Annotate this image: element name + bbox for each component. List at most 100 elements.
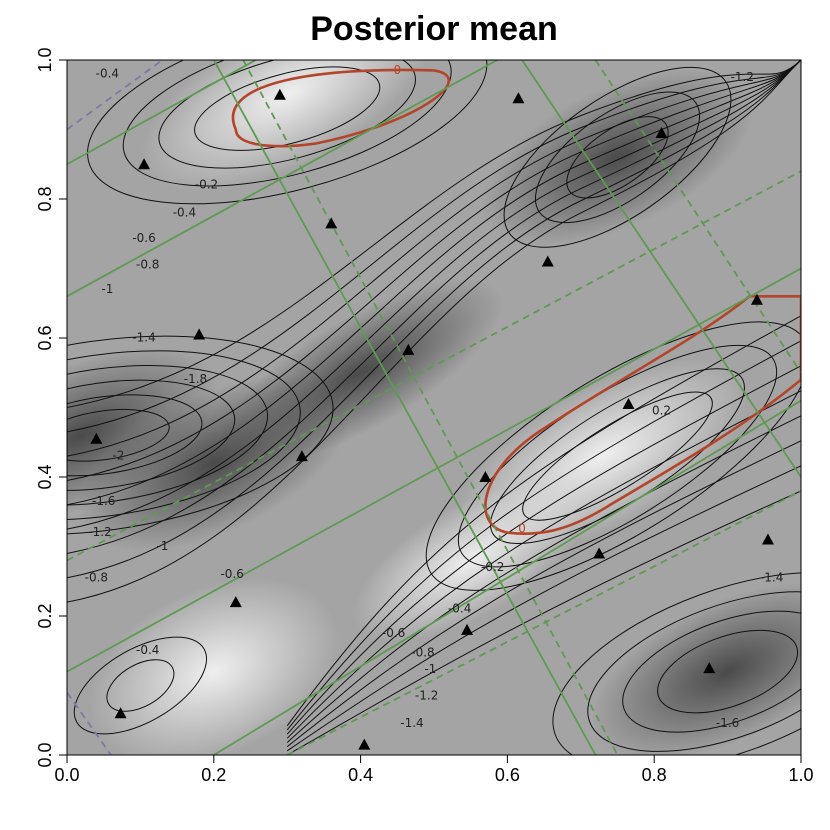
contour-label-0: -0.4 [96, 66, 119, 80]
data-point-10 [461, 623, 474, 635]
contour-min-top-1 [534, 91, 701, 224]
y-tick-label-2: 0.4 [35, 464, 55, 489]
x-tick-label-2: 0.4 [348, 765, 373, 785]
data-point-13 [541, 255, 554, 267]
green-line-lower [213, 399, 801, 755]
contour-lower-band-3 [286, 415, 801, 743]
x-axis: 0.0 0.2 0.4 0.6 0.8 1.0 [54, 755, 814, 785]
contour-max-mid-0 [522, 391, 713, 521]
contour-lower-band-4 [286, 390, 801, 739]
data-point-18 [750, 293, 763, 305]
y-tick-label-1: 0.2 [35, 603, 55, 628]
y-tick-label-0: 0.0 [35, 742, 55, 767]
contour-label-16: -0.8 [411, 645, 434, 659]
contour-label-8: -2 [112, 449, 124, 463]
data-point-2 [138, 158, 151, 170]
field-max-0 [140, 60, 434, 193]
contour-label-2: -0.4 [173, 205, 196, 219]
contour-label-6: -1.4 [132, 330, 155, 344]
data-point-8 [358, 738, 371, 750]
plot-area: -0.4 -0.2 -0.4 -0.6 -0.8 -1 -1.4 -1.8 -2 -1.6 -1.2… [67, 60, 801, 755]
contour-min-left-0 [67, 409, 170, 462]
field-min-2 [591, 583, 801, 755]
data-point-3 [193, 328, 206, 340]
x-tick-label-4: 0.8 [642, 765, 667, 785]
contour-label-13: -0.6 [220, 567, 243, 581]
data-point-1 [114, 707, 127, 719]
contour-band-7 [67, 60, 801, 433]
chart-title: Posterior mean [310, 10, 558, 48]
y-tick-label-4: 0.8 [35, 186, 55, 211]
contour-min-left-4 [67, 350, 301, 521]
y-axis: 0.0 0.2 0.4 0.6 0.8 1.0 [35, 47, 67, 768]
data-point-16 [655, 126, 668, 138]
contour-label-20: -0.4 [448, 602, 471, 616]
contour-min-left-3 [67, 365, 269, 506]
contour-label-5: -1 [101, 282, 113, 296]
contour-max-top-2 [122, 60, 452, 187]
x-tick-label-1: 0.2 [201, 765, 226, 785]
contour-labels: -0.4 -0.2 -0.4 -0.6 -0.8 -1 -1.4 -1.8 -2 -1.6 -1.2… [85, 63, 784, 730]
data-point-12 [512, 92, 525, 104]
field-min-band [218, 278, 504, 467]
contour-min-right-0 [657, 629, 799, 714]
green-line-upper [67, 60, 500, 298]
contour-min-left-2 [67, 379, 236, 491]
x-tick-label-0: 0.0 [54, 765, 79, 785]
contour-max-top-3 [87, 60, 488, 205]
contour-band-1 [67, 60, 801, 579]
contour-label-25: -1.6 [716, 716, 739, 730]
contour-label-7: -1.8 [184, 372, 207, 386]
contour-lower-band-6 [286, 340, 801, 731]
contour-band-0 [67, 60, 801, 603]
green-line-top [67, 60, 258, 166]
contour-min-top-0 [566, 116, 669, 199]
green-line-mid [67, 267, 801, 673]
purple-line-top [67, 60, 163, 131]
contour-lower-band-1 [286, 465, 801, 752]
plot-frame [66, 59, 802, 756]
data-point-19 [761, 533, 774, 545]
contour-label-12: -0.8 [85, 570, 108, 584]
contour-min-right-3 [552, 571, 801, 755]
data-point-0 [90, 432, 103, 444]
zero-label-0: 0 [393, 63, 401, 77]
contour-label-18: -1.2 [415, 688, 438, 702]
data-point-15 [622, 398, 635, 410]
contour-band-2 [67, 60, 801, 554]
contour-min-left-5 [67, 335, 334, 535]
contour-label-14: -0.4 [136, 643, 159, 657]
contour-lower-band-7 [286, 315, 801, 727]
contour-label-23: -1.2 [731, 70, 754, 84]
contour-lower-band-0 [286, 490, 801, 755]
contour-lines [67, 60, 801, 755]
green-line-lower-dashed [286, 490, 801, 755]
purple-line-bottom [67, 691, 112, 755]
zero-contour-top [231, 68, 450, 148]
contour-min-right-1 [622, 610, 801, 733]
contour-min-right-2 [587, 591, 801, 752]
contour-min-left-1 [67, 394, 203, 477]
contour-label-10: -1.2 [88, 525, 111, 539]
data-point-17 [703, 662, 716, 674]
data-point-9 [402, 343, 415, 355]
contour-band-5 [67, 60, 801, 481]
contour-max-low-0 [106, 659, 175, 712]
field-min-0 [67, 346, 218, 524]
green-line-steep-1 [213, 60, 597, 755]
contour-label-4: -0.8 [136, 258, 159, 272]
data-points [90, 88, 774, 750]
data-point-4 [229, 596, 242, 608]
contour-band-4 [67, 60, 801, 506]
contour-max-top-1 [158, 60, 416, 169]
contour-label-24: -1.4 [760, 570, 783, 584]
data-point-5 [273, 88, 286, 100]
contour-label-21: -0.2 [481, 560, 504, 574]
contour-max-top-0 [194, 66, 381, 151]
data-point-6 [295, 450, 308, 462]
contour-max-low-1 [73, 636, 208, 735]
contour-lower-band-5 [286, 365, 801, 735]
y-tick-label-5: 1.0 [35, 47, 55, 72]
contour-band-3 [67, 60, 801, 530]
